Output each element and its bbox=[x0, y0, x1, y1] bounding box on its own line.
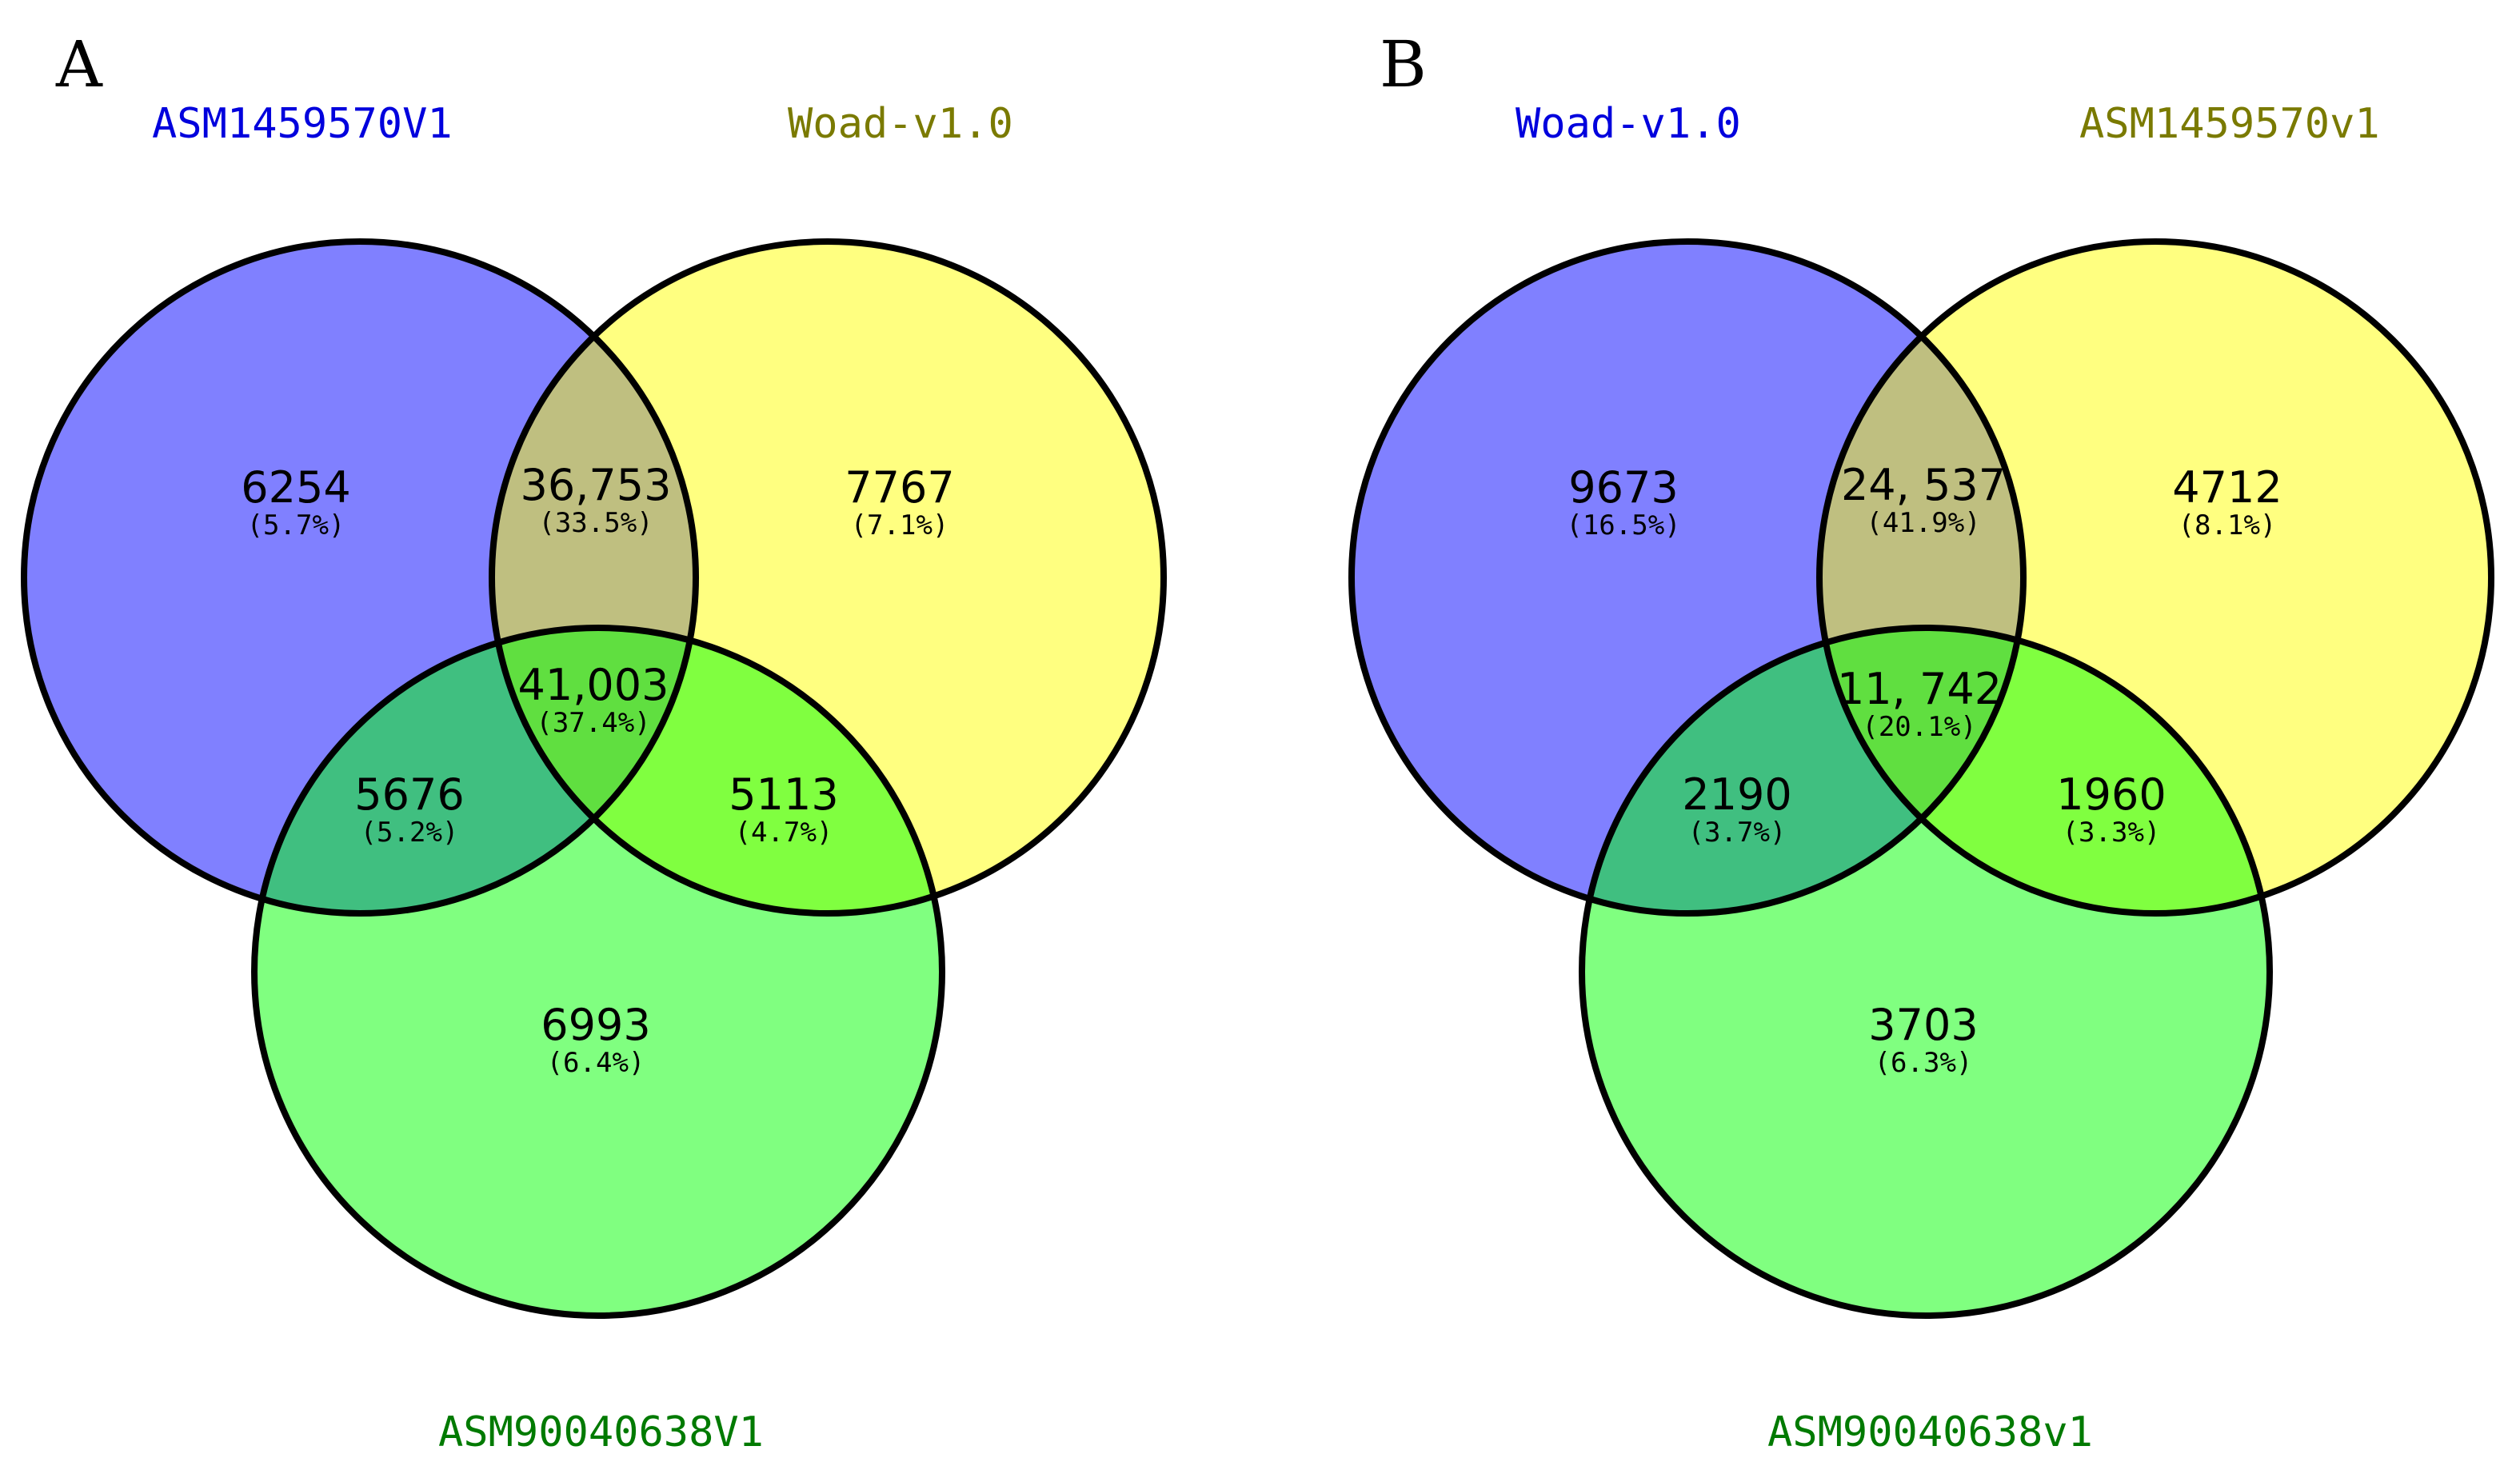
set-label-top-right: ASM1459570v1 bbox=[2079, 100, 2380, 148]
region-count-left-only: 6254 bbox=[241, 462, 350, 513]
set-label-bottom: ASM90040638v1 bbox=[1767, 1408, 2093, 1456]
set-label-top-left: ASM1459570V1 bbox=[152, 100, 453, 148]
panel-letter: A bbox=[55, 27, 103, 102]
region-count-left-bottom: 5676 bbox=[354, 769, 464, 820]
region-pct-right-bottom: (3.3%) bbox=[2063, 817, 2161, 849]
region-count-left-right: 24, 537 bbox=[1841, 460, 2006, 510]
outline-top-right bbox=[1816, 238, 2494, 917]
region-pct-bottom-only: (6.3%) bbox=[1875, 1047, 1973, 1079]
venn-panel-a: A ASM1459570V1 Woad-v1.0 ASM90040638V1 6… bbox=[21, 27, 1167, 1456]
region-count-right-only: 4712 bbox=[2172, 462, 2282, 513]
overlap-right-bottom bbox=[1819, 628, 2270, 913]
overlap-left-bottom bbox=[254, 628, 696, 913]
outline-bottom bbox=[1579, 625, 2273, 1319]
set-label-top-left: Woad-v1.0 bbox=[1516, 100, 1741, 148]
region-pct-left-bottom: (5.2%) bbox=[361, 817, 459, 849]
region-count-bottom-only: 6993 bbox=[541, 1000, 650, 1050]
region-count-right-bottom: 1960 bbox=[2056, 769, 2166, 820]
region-count-left-bottom: 2190 bbox=[1682, 769, 1791, 820]
region-count-left-right: 36,753 bbox=[521, 460, 672, 510]
venn-panel-b: B Woad-v1.0 ASM1459570v1 ASM90040638v1 9… bbox=[1348, 27, 2494, 1456]
outline-bottom bbox=[251, 625, 945, 1319]
region-pct-left-bottom: (3.7%) bbox=[1688, 817, 1787, 849]
region-count-all-three: 41,003 bbox=[518, 660, 669, 710]
region-pct-right-only: (7.1%) bbox=[851, 509, 949, 541]
region-pct-left-right: (33.5%) bbox=[538, 507, 653, 539]
region-pct-left-right: (41.9%) bbox=[1866, 507, 1980, 539]
region-count-right-only: 7767 bbox=[845, 462, 954, 513]
region-pct-all-three: (20.1%) bbox=[1862, 711, 1976, 743]
region-pct-left-only: (5.7%) bbox=[247, 509, 345, 541]
region-pct-right-bottom: (4.7%) bbox=[735, 817, 833, 849]
outline-top-left bbox=[1348, 238, 2027, 917]
region-count-bottom-only: 3703 bbox=[1868, 1000, 1978, 1050]
overlap-right-bottom bbox=[492, 628, 942, 913]
set-label-top-right: Woad-v1.0 bbox=[788, 100, 1013, 148]
region-count-left-only: 9673 bbox=[1568, 462, 1678, 513]
region-count-right-bottom: 5113 bbox=[729, 769, 838, 820]
region-pct-left-only: (16.5%) bbox=[1566, 509, 1680, 541]
outline-top-left bbox=[21, 238, 699, 917]
panel-letter: B bbox=[1380, 27, 1427, 102]
region-pct-right-only: (8.1%) bbox=[2179, 509, 2277, 541]
outline-top-right bbox=[489, 238, 1167, 917]
region-count-all-three: 11, 742 bbox=[1837, 664, 2002, 714]
overlap-left-bottom bbox=[1582, 628, 2023, 913]
set-label-bottom: ASM90040638V1 bbox=[438, 1408, 764, 1456]
region-pct-all-three: (37.4%) bbox=[536, 707, 650, 739]
region-pct-bottom-only: (6.4%) bbox=[547, 1047, 645, 1079]
